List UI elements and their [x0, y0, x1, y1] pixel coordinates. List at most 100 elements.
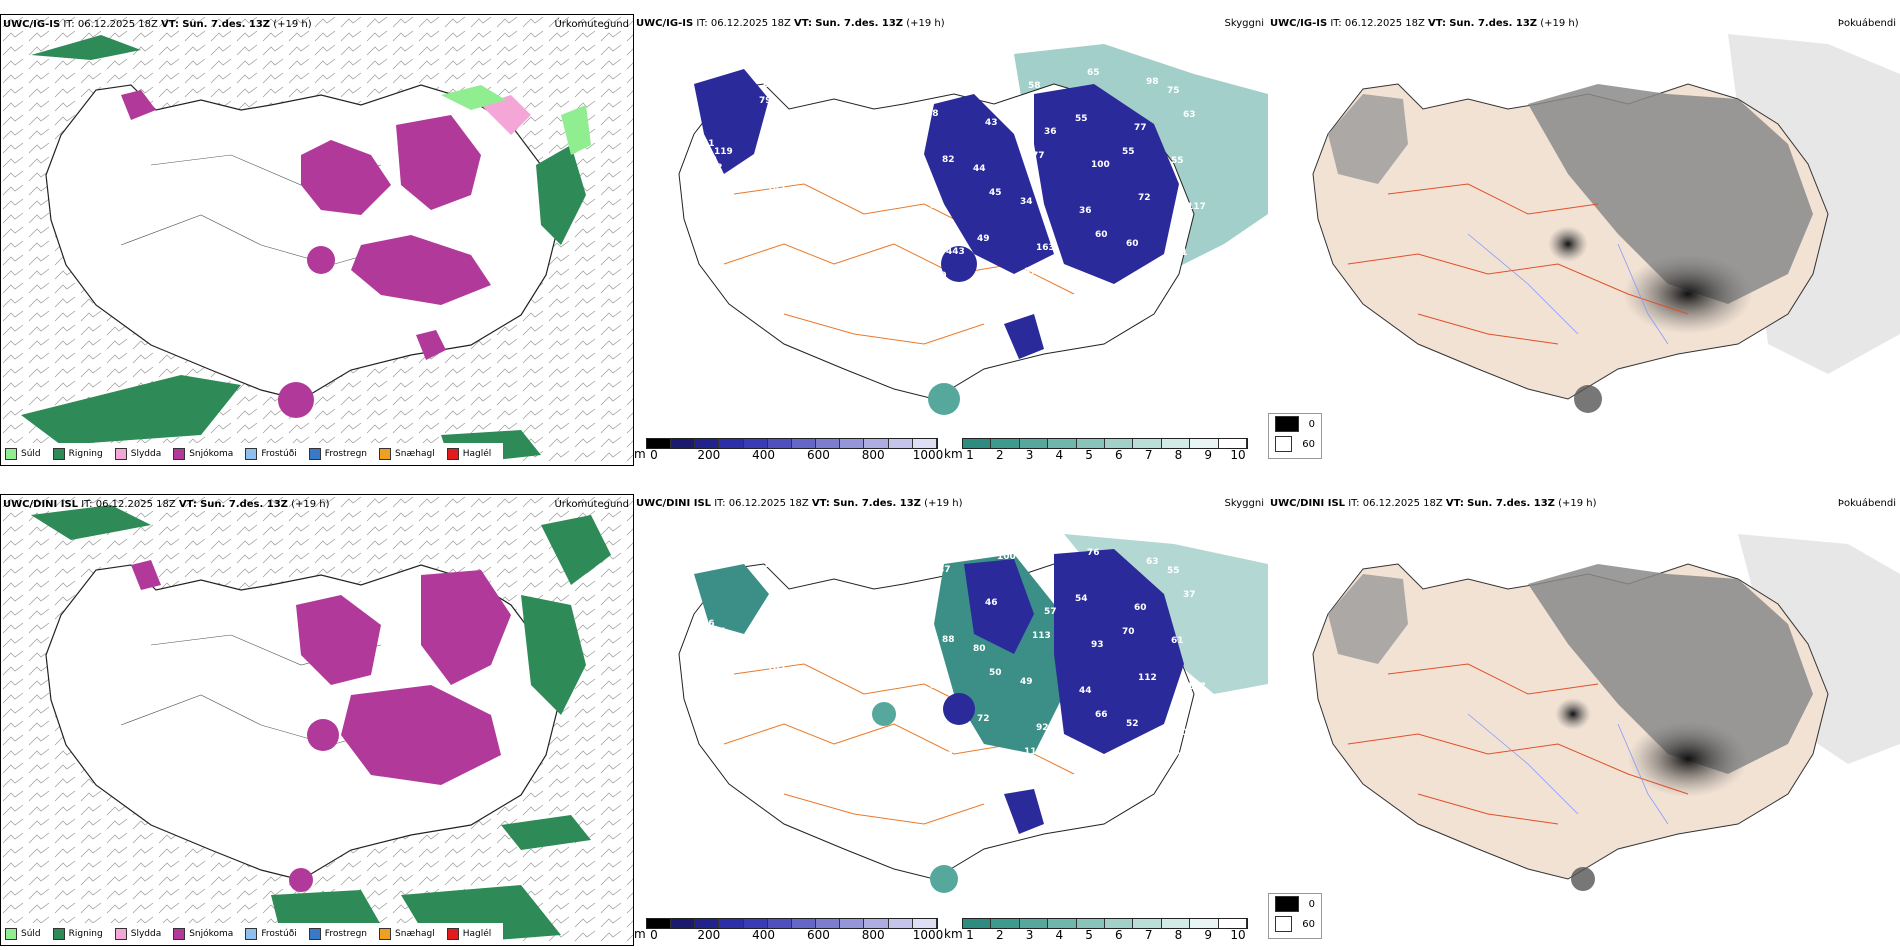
cloud-base-value-label: 56 — [930, 681, 943, 691]
panel-header-bottom: UWC/DINI ISL IT: 06.12.2025 18Z VT: Sun.… — [3, 499, 330, 510]
legend-item: Rigning — [52, 448, 103, 460]
colorbar-segment — [816, 439, 841, 448]
legend-swatch — [52, 928, 65, 940]
colorbar-tick: 1000 — [912, 928, 944, 942]
cloud-base-value-label: 60 — [993, 280, 1006, 290]
cloud-base-value-label: 72 — [977, 714, 990, 724]
cloud-base-value-label: 64 — [1071, 322, 1084, 332]
colorbar-segment — [671, 919, 696, 928]
colorbar-tick: 4 — [1055, 448, 1064, 462]
cloud-base-value-label: 48 — [751, 72, 764, 82]
cloud-base-value-label: 56 — [926, 589, 939, 599]
cloud-base-value-label: 57 — [706, 659, 719, 669]
colorbar-tick: 3 — [1025, 928, 1034, 942]
colorbar-tick: 2 — [995, 448, 1004, 462]
colorbar-segment — [695, 919, 720, 928]
colorbar-tick: 200 — [697, 448, 721, 462]
cloud-base-value-label: 60 — [1134, 603, 1147, 613]
colorbar-tick: 3 — [1025, 448, 1034, 462]
cloud-base-value-label: 36 — [1044, 127, 1057, 137]
colorbar-tick: 4 — [1055, 928, 1064, 942]
legend-swatch — [5, 448, 17, 460]
cloud-base-value-label: 100 — [763, 560, 782, 570]
panel-title-fog-bottom: Þokuábendi — [1837, 498, 1896, 509]
cloud-base-value-label: 280 — [698, 635, 717, 645]
colorbar-segment — [963, 439, 992, 448]
colorbar-segment — [1218, 919, 1247, 928]
cloud-base-value-label: 70 — [1122, 627, 1135, 637]
cloud-base-value-label: 53 — [775, 568, 788, 578]
legend-item: Snæhagl — [379, 928, 435, 940]
legend-swatch — [114, 448, 127, 460]
cloud-base-value-label: 97 — [1024, 267, 1037, 277]
colorbar-segment — [1161, 439, 1191, 448]
cloud-base-value-label: 37 — [1183, 590, 1196, 600]
colorbar-tick: 9 — [1204, 448, 1213, 462]
cloud-labels-bottom: 22 68 47 100 96 76 63 55 57 53 56 46 57 54 60 37 132 100 8… — [690, 547, 1206, 816]
colorbar-segment — [719, 439, 744, 448]
cloud-base-value-label: 66 — [1095, 710, 1108, 720]
fog-indicator-map-bottom — [1312, 534, 1900, 891]
cloud-base-value-label: 96 — [690, 67, 703, 77]
cloud-base-value-label: 68 — [759, 576, 772, 586]
fog-legend-item: 60 — [1269, 914, 1321, 934]
visibility-colorbar-top: km 1 2 3 4 5 6 7 8 9 10 — [944, 438, 1254, 462]
cloud-base-value-label: 55 — [1167, 566, 1180, 576]
cloud-base-value-label: 443 — [946, 247, 965, 257]
legend-swatch — [308, 448, 321, 460]
legend-item: Frostregn — [308, 928, 367, 940]
cloud-base-value-label: 77 — [775, 88, 788, 98]
cloud-base-value-label: 82 — [942, 155, 955, 165]
panel-title-cloud-top: Skyggni — [1224, 18, 1264, 29]
colorbar-segment — [840, 919, 865, 928]
cloud-base-value-label: 42 — [1083, 276, 1096, 286]
cloud-base-value-label: 63 — [1146, 557, 1159, 567]
panel-header-top: UWC/IG-IS IT: 06.12.2025 18Z VT: Sun. 7.… — [3, 19, 312, 30]
panel-header-bottom: UWC/DINI ISL IT: 06.12.2025 18Z VT: Sun.… — [636, 498, 963, 509]
fog-legend-item: 0 — [1269, 414, 1321, 434]
legend-item: Snjókoma — [173, 448, 233, 460]
cloud-visibility-panel-top: 96 79 69 37 58 65 98 75 82 77 58 43 36 55 77 63 41 64 82 44… — [634, 14, 1268, 464]
cloud-base-value-label: 22 — [690, 547, 703, 557]
cloud-labels-top: 96 79 69 37 58 65 98 75 82 77 58 43 36 55 77 63 41 64 82 44… — [690, 67, 1206, 336]
cloud-base-value-label: 50 — [1175, 728, 1188, 738]
cloud-base-value-label: 82 — [706, 179, 719, 189]
cloud-base-value-label: 93 — [1091, 640, 1104, 650]
legend-item: Frostregn — [308, 448, 367, 460]
colorbar-segment — [791, 439, 817, 448]
colorbar-segment — [1076, 439, 1105, 448]
legend-swatch — [379, 928, 392, 940]
legend-swatch — [245, 928, 258, 940]
cloud-base-value-label: 113 — [1032, 631, 1051, 641]
cloud-base-map-top — [678, 44, 1268, 415]
cloud-base-value-label: 92 — [1036, 723, 1049, 733]
colorbar-tick: 800 — [861, 448, 885, 462]
cloud-base-value-label: 44 — [1079, 686, 1092, 696]
legend-item: Súld — [5, 928, 41, 940]
legend-swatch — [446, 928, 459, 940]
cloud-base-value-label: 55 — [1122, 147, 1135, 157]
colorbar-segment — [840, 439, 865, 448]
legend-item: Rigning — [52, 928, 103, 940]
colorbar-segment — [647, 439, 672, 448]
precip-type-panel-bottom: UWC/DINI ISL IT: 06.12.2025 18Z VT: Sun.… — [0, 494, 634, 946]
cloud-base-value-label: 79 — [759, 96, 772, 106]
colorbar-tick: 9 — [1204, 928, 1213, 942]
legend-swatch — [52, 448, 65, 460]
legend-swatch — [5, 928, 17, 940]
cloud-base-value-label: 100 — [1091, 160, 1110, 170]
legend-item: Snjókoma — [173, 928, 233, 940]
legend-item: Súld — [5, 448, 41, 460]
legend-swatch — [446, 448, 459, 460]
cloud-base-value-label: 98 — [1146, 77, 1159, 87]
legend-item: Frostúði — [245, 928, 297, 940]
cloud-base-value-label: 41 — [1175, 248, 1188, 258]
cloud-base-value-label: 36 — [702, 619, 715, 629]
colorbar-tick: 0 — [650, 448, 658, 462]
colorbar-segment — [1190, 439, 1219, 448]
cloud-base-value-label: 44 — [973, 164, 986, 174]
colorbar-segment — [1104, 439, 1134, 448]
colorbar-segment — [767, 439, 792, 448]
colorbar-segment — [1019, 919, 1049, 928]
fog-legend-item: 60 — [1269, 434, 1321, 454]
